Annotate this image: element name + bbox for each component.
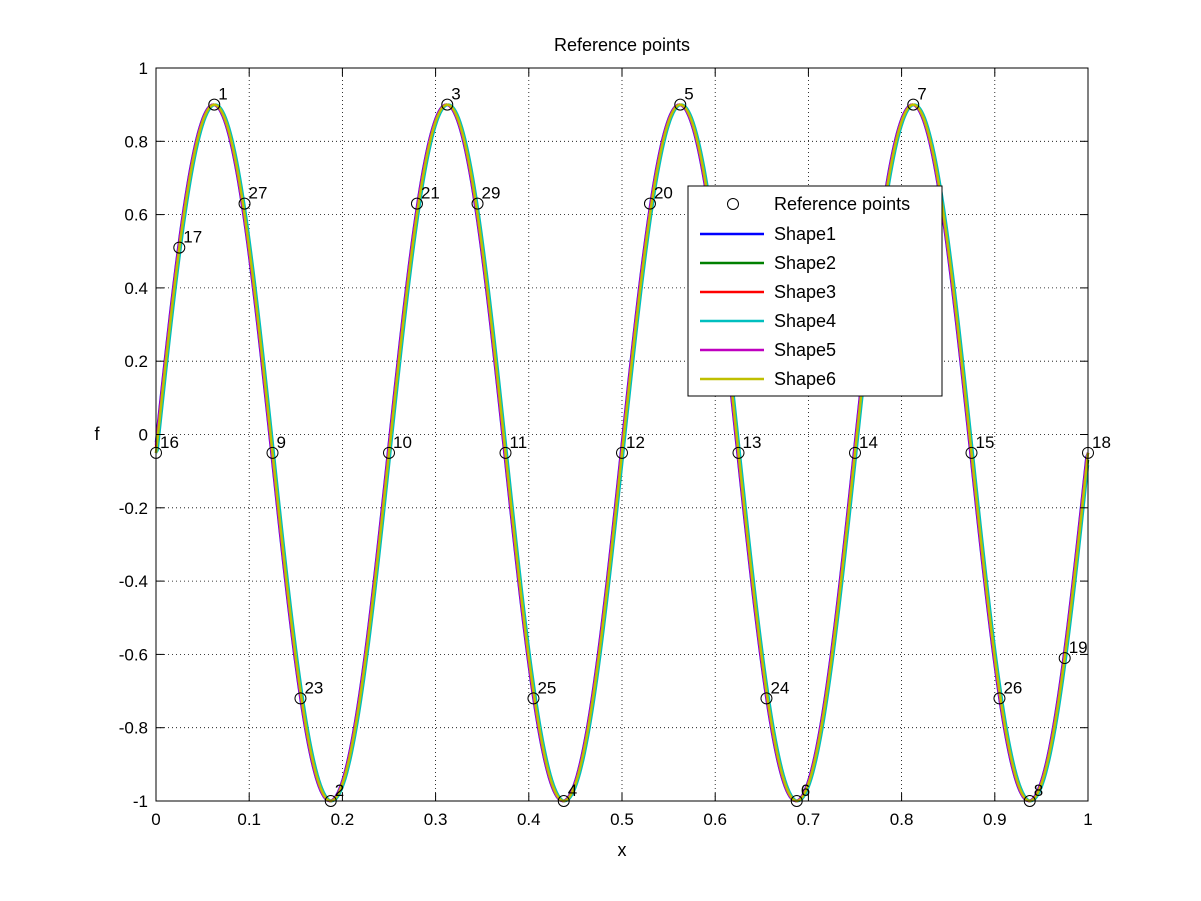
reference-point — [732, 446, 745, 459]
y-tick-label: 0.4 — [124, 279, 148, 298]
reference-point-label: 5 — [684, 85, 693, 104]
reference-point-label: 9 — [277, 433, 286, 452]
reference-point-label: 24 — [770, 678, 789, 697]
reference-point-label: 7 — [917, 85, 926, 104]
reference-point-label: 2 — [335, 781, 344, 800]
legend-label-shape6: Shape6 — [774, 369, 836, 389]
y-tick-label: 0.2 — [124, 352, 148, 371]
x-tick-label: 0.3 — [424, 810, 448, 829]
y-tick-label: -0.6 — [119, 645, 148, 664]
reference-point — [238, 197, 251, 210]
reference-point — [208, 98, 221, 111]
x-tick-label: 0.6 — [703, 810, 727, 829]
reference-point — [1058, 652, 1071, 665]
reference-point-label: 14 — [859, 433, 878, 452]
reference-point-label: 21 — [421, 184, 440, 203]
reference-point-label: 3 — [451, 85, 460, 104]
x-tick-label: 0 — [151, 810, 160, 829]
reference-points: 1234567891011121314151617181920212223242… — [150, 85, 1111, 807]
reference-point-label: 26 — [1003, 678, 1022, 697]
legend-label-shape5: Shape5 — [774, 340, 836, 360]
legend-label-shape4: Shape4 — [774, 311, 836, 331]
x-tick-label: 0.8 — [890, 810, 914, 829]
y-tick-label: -1 — [133, 792, 148, 811]
reference-point — [527, 692, 540, 705]
legend-label-shape1: Shape1 — [774, 224, 836, 244]
x-tick-label: 0.1 — [237, 810, 261, 829]
reference-point — [294, 692, 307, 705]
series-line-shape4 — [154, 103, 1090, 803]
x-axis-title: x — [618, 840, 627, 860]
reference-point-label: 16 — [160, 433, 179, 452]
reference-point — [849, 446, 861, 459]
legend: Reference points Shape1 Shape2 Shape3 Shape4… — [687, 185, 943, 397]
legend-label-shape3: Shape3 — [774, 282, 836, 302]
y-tick-label: 0 — [139, 426, 148, 445]
reference-point — [965, 446, 978, 459]
reference-point-label: 10 — [393, 433, 412, 452]
reference-point-label: 20 — [654, 184, 673, 203]
reference-point — [410, 197, 423, 210]
reference-point — [907, 98, 920, 111]
reference-point — [441, 98, 454, 111]
x-tick-label: 0.7 — [797, 810, 821, 829]
reference-point-label: 19 — [1069, 638, 1088, 657]
axis-ticks: 0 0.1 0.2 0.3 0.4 0.5 0.6 0.7 0.8 0.9 1 -1 -0.8 -0.6 -… — [119, 59, 1093, 829]
x-tick-label: 0.2 — [331, 810, 355, 829]
reference-point — [674, 98, 687, 111]
y-tick-label: 0.8 — [124, 132, 148, 151]
legend-label-shape2: Shape2 — [774, 253, 836, 273]
y-tick-label: -0.2 — [119, 499, 148, 518]
reference-point-label: 15 — [976, 433, 995, 452]
reference-point — [266, 446, 279, 459]
reference-point — [616, 446, 628, 459]
reference-point — [760, 692, 773, 705]
y-tick-label: 0.6 — [124, 206, 148, 225]
reference-point-label: 6 — [801, 781, 810, 800]
reference-point-label: 11 — [510, 433, 528, 452]
reference-point-label: 1 — [218, 85, 227, 104]
series-line-shape6 — [154, 103, 1090, 803]
reference-point-label: 27 — [249, 184, 268, 203]
x-tick-label: 0.9 — [983, 810, 1007, 829]
chart-title: Reference points — [554, 35, 690, 55]
reference-point-label: 17 — [183, 228, 202, 247]
legend-label-reference-points: Reference points — [774, 194, 910, 214]
reference-point-label: 29 — [482, 184, 501, 203]
reference-point-label: 25 — [537, 678, 556, 697]
y-axis-title: f — [94, 424, 100, 444]
reference-point — [643, 197, 656, 210]
x-tick-label: 0.5 — [610, 810, 634, 829]
reference-point — [383, 446, 395, 459]
reference-point — [471, 197, 484, 210]
y-tick-label: 1 — [139, 59, 148, 78]
x-tick-label: 0.4 — [517, 810, 541, 829]
reference-point-label: 18 — [1092, 433, 1111, 452]
y-tick-label: -0.4 — [119, 572, 148, 591]
reference-point — [499, 446, 512, 459]
legend-marker-reference-points — [727, 198, 739, 210]
curves — [154, 103, 1090, 803]
reference-point-label: 8 — [1034, 781, 1043, 800]
reference-point-label: 13 — [743, 433, 762, 452]
x-tick-label: 1 — [1083, 810, 1092, 829]
reference-point-label: 23 — [304, 678, 323, 697]
y-tick-label: -0.8 — [119, 719, 148, 738]
reference-point-label: 4 — [568, 781, 577, 800]
reference-point-label: 12 — [626, 433, 645, 452]
plot-area: 1234567891011121314151617181920212223242… — [119, 59, 1111, 829]
reference-point — [173, 241, 186, 254]
reference-point — [993, 692, 1006, 705]
